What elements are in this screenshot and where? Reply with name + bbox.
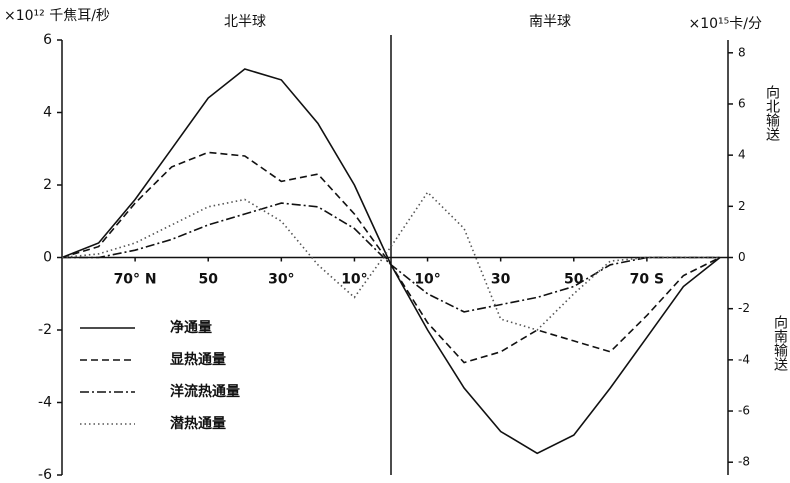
y-axis-label: ×10¹² 千焦耳/秒 — [4, 8, 110, 24]
y-tick-label: 2 — [43, 177, 52, 193]
y2-tick-label: 8 — [738, 45, 746, 59]
x-tick-label: 10° — [341, 272, 367, 288]
y2-tick-label: 6 — [738, 96, 746, 110]
x-tick-label: 30 — [491, 272, 511, 288]
series-line — [62, 202, 720, 313]
north-label: 北半球 — [224, 14, 266, 30]
legend-label: 显热通量 — [170, 351, 226, 368]
y-tick-label: -2 — [38, 322, 52, 338]
y2-tick-label: 4 — [738, 148, 746, 162]
south-label: 南半球 — [529, 14, 571, 30]
x-tick-label: 50 — [564, 272, 584, 288]
x-tick-label: 50 — [198, 272, 218, 288]
y2-tick-label: -8 — [738, 455, 750, 469]
y-tick-label: -4 — [38, 395, 52, 411]
y2-axis-label: ×10¹⁵卡/分 — [689, 16, 763, 32]
y2-tick-label: -6 — [738, 404, 750, 418]
y-tick-label: 4 — [43, 105, 52, 121]
x-tick-label: 70 S — [630, 272, 664, 288]
y-tick-label: -6 — [38, 467, 52, 483]
x-tick-label: 10° — [414, 272, 440, 288]
x-tick-label: 30° — [268, 272, 294, 288]
y-tick-label: 6 — [43, 32, 52, 48]
y2-tick-label: -2 — [738, 301, 750, 315]
legend-label: 潜热通量 — [170, 415, 226, 432]
southward-label: 向南输送 — [772, 315, 788, 372]
y2-tick-label: 2 — [738, 199, 746, 213]
legend-label: 净通量 — [170, 319, 212, 336]
northward-label: 向北输送 — [764, 85, 780, 142]
y2-tick-label: -4 — [738, 352, 750, 366]
y2-tick-label: 0 — [738, 250, 746, 264]
legend-label: 洋流热通量 — [170, 383, 240, 400]
x-tick-label: 70° N — [114, 272, 157, 288]
y-tick-label: 0 — [43, 250, 52, 266]
